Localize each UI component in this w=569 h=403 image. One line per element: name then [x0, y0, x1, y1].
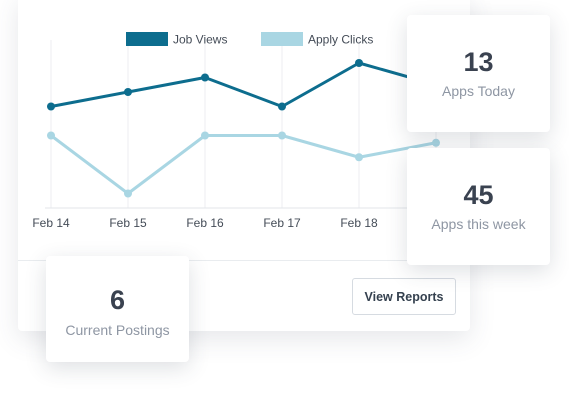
stat-card-apps-today: 13 Apps Today — [407, 15, 550, 132]
x-tick-label: Feb 18 — [340, 216, 378, 230]
stat-label: Current Postings — [65, 321, 170, 338]
stat-value: 45 — [463, 179, 494, 210]
x-tick-label: Feb 17 — [263, 216, 301, 230]
data-point — [201, 131, 209, 140]
stat-value: 6 — [109, 285, 126, 316]
x-tick-label: Feb 14 — [32, 216, 70, 230]
data-point — [278, 131, 286, 140]
legend-label: Apply Clicks — [308, 33, 373, 47]
data-point — [201, 73, 209, 82]
legend-swatch — [261, 32, 303, 46]
data-point — [47, 102, 55, 111]
series-line — [50, 134, 437, 195]
data-point — [355, 153, 363, 162]
legend-label: Job Views — [173, 33, 227, 47]
stat-label: Apps Today — [442, 83, 515, 100]
view-reports-button[interactable]: View Reports — [352, 278, 456, 315]
data-point — [432, 138, 440, 147]
data-point — [124, 189, 132, 198]
stat-card-apps-week: 45 Apps this week — [407, 148, 550, 265]
data-point — [124, 88, 132, 96]
data-point — [47, 131, 55, 140]
stat-card-current-postings: 6 Current Postings — [46, 256, 189, 362]
x-tick-label: Feb 15 — [109, 216, 147, 230]
card-divider — [18, 260, 470, 261]
legend-swatch — [126, 32, 168, 46]
data-point — [278, 102, 286, 111]
stat-value: 13 — [463, 46, 494, 77]
series-line — [50, 61, 437, 108]
stat-label: Apps this week — [431, 216, 526, 233]
data-point — [355, 59, 363, 67]
x-tick-label: Feb 16 — [186, 216, 224, 230]
